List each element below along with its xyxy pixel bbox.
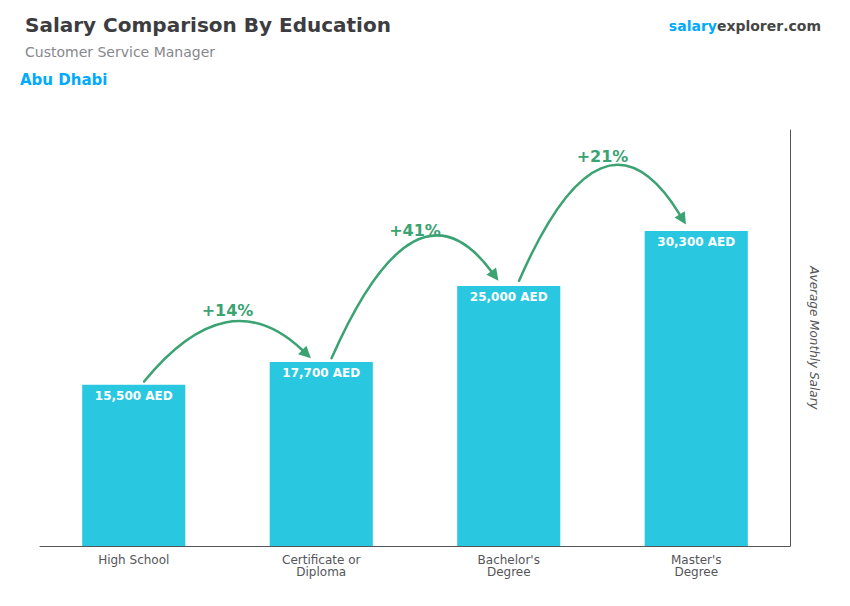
svg-text:Certificate or: Certificate or <box>282 553 361 567</box>
svg-text:.com: .com <box>783 18 821 34</box>
svg-text:Salary Comparison By Education: Salary Comparison By Education <box>25 13 391 37</box>
svg-text:15,500 AED: 15,500 AED <box>95 389 173 403</box>
svg-text:30,300 AED: 30,300 AED <box>657 235 735 249</box>
svg-text:High School: High School <box>98 553 169 567</box>
svg-text:Abu Dhabi: Abu Dhabi <box>20 71 107 89</box>
svg-text:+14%: +14% <box>202 301 254 320</box>
svg-text:salary: salary <box>669 18 717 34</box>
svg-text:Average Monthly Salary: Average Monthly Salary <box>807 265 821 410</box>
svg-text:+21%: +21% <box>577 147 629 166</box>
svg-text:Bachelor's: Bachelor's <box>477 553 540 567</box>
svg-text:Degree: Degree <box>674 565 718 579</box>
svg-text:+41%: +41% <box>389 221 441 240</box>
svg-text:17,700 AED: 17,700 AED <box>282 366 360 380</box>
svg-text:Master's: Master's <box>671 553 722 567</box>
svg-text:Customer Service Manager: Customer Service Manager <box>25 44 215 60</box>
svg-text:explorer: explorer <box>717 18 783 34</box>
svg-text:Degree: Degree <box>487 565 531 579</box>
svg-text:Diploma: Diploma <box>296 565 346 579</box>
svg-text:25,000 AED: 25,000 AED <box>470 290 548 304</box>
